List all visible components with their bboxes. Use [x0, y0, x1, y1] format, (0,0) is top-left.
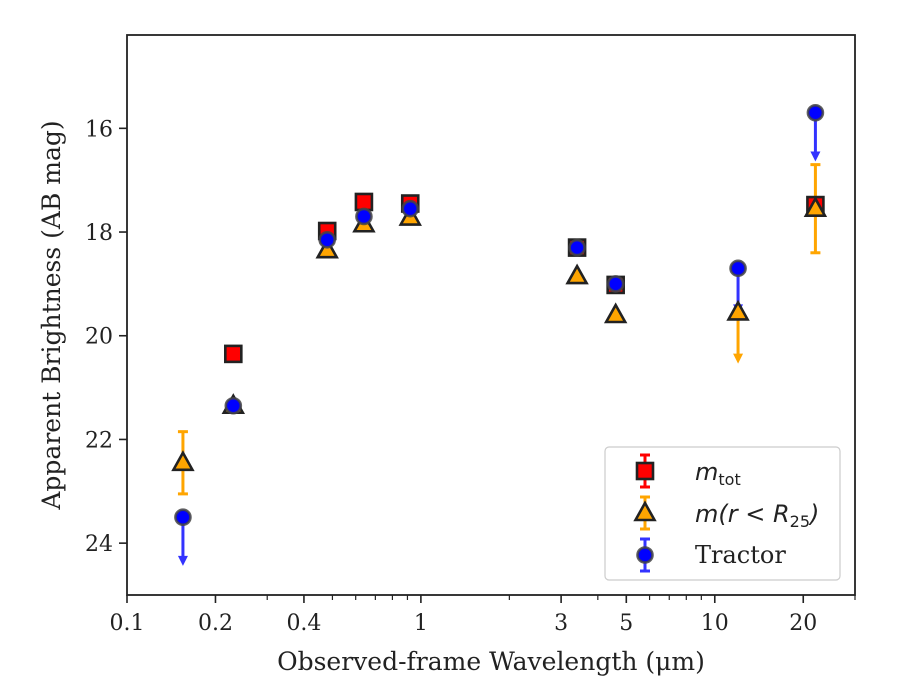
legend-box	[604, 446, 841, 581]
upper-limit-arrowhead	[810, 151, 821, 162]
legend-label-close: )	[808, 500, 819, 528]
legend-marker-circle	[636, 546, 654, 564]
y-tick-label: 22	[85, 428, 113, 453]
data-point-circle	[401, 199, 420, 218]
x-tick-label: 5	[619, 611, 633, 636]
y-tick-label: 16	[85, 117, 113, 142]
data-point-triangle	[726, 299, 750, 321]
data-point-circle	[729, 259, 747, 278]
y-tick-label: 20	[85, 325, 113, 350]
x-tick-label: 1	[414, 611, 428, 636]
upper-limit-arrowhead	[733, 353, 744, 364]
axes: 0.1 0.2 0.4 1 3 5 10 20 16 18 20 22 24	[85, 34, 856, 636]
data-point-circle	[224, 396, 243, 415]
data-point-triangle	[565, 263, 589, 285]
x-axis-label: Observed-frame Wavelength (μm)	[277, 647, 705, 676]
data-point-triangle	[315, 237, 339, 259]
data-point-circle	[174, 508, 192, 527]
data-point-circle	[355, 207, 373, 226]
legend-marker-square	[635, 461, 655, 481]
legend-subscript: 25	[790, 512, 810, 531]
y-tick-label: 24	[85, 532, 113, 557]
plot-frame	[126, 34, 856, 596]
x-tick-label: 0.1	[110, 611, 145, 636]
legend-label: Tractor	[695, 541, 786, 569]
data-point-circle	[568, 238, 586, 257]
x-tick-label: 0.4	[286, 611, 321, 636]
data-point-triangle	[803, 196, 828, 218]
x-tick-label: 3	[554, 611, 568, 636]
y-axis-label: Apparent Brightness (AB mag)	[37, 120, 66, 510]
upper-limit-arrowhead	[177, 555, 188, 566]
data-point-square	[354, 192, 374, 212]
y-tick-label: 18	[85, 221, 113, 246]
legend-marker-triangle	[633, 500, 657, 522]
data-point-circle	[606, 275, 625, 293]
x-tick-label: 20	[789, 611, 817, 636]
x-tick-label: 0.2	[198, 611, 233, 636]
data-point-square	[224, 344, 243, 364]
data-point-circle	[318, 231, 337, 249]
data-point-triangle	[171, 450, 195, 472]
data-layer	[171, 103, 828, 566]
x-tick-label: 10	[701, 611, 729, 636]
data-point-triangle	[603, 302, 628, 324]
data-point-circle	[806, 103, 825, 122]
legend-subscript: tot	[718, 470, 740, 489]
